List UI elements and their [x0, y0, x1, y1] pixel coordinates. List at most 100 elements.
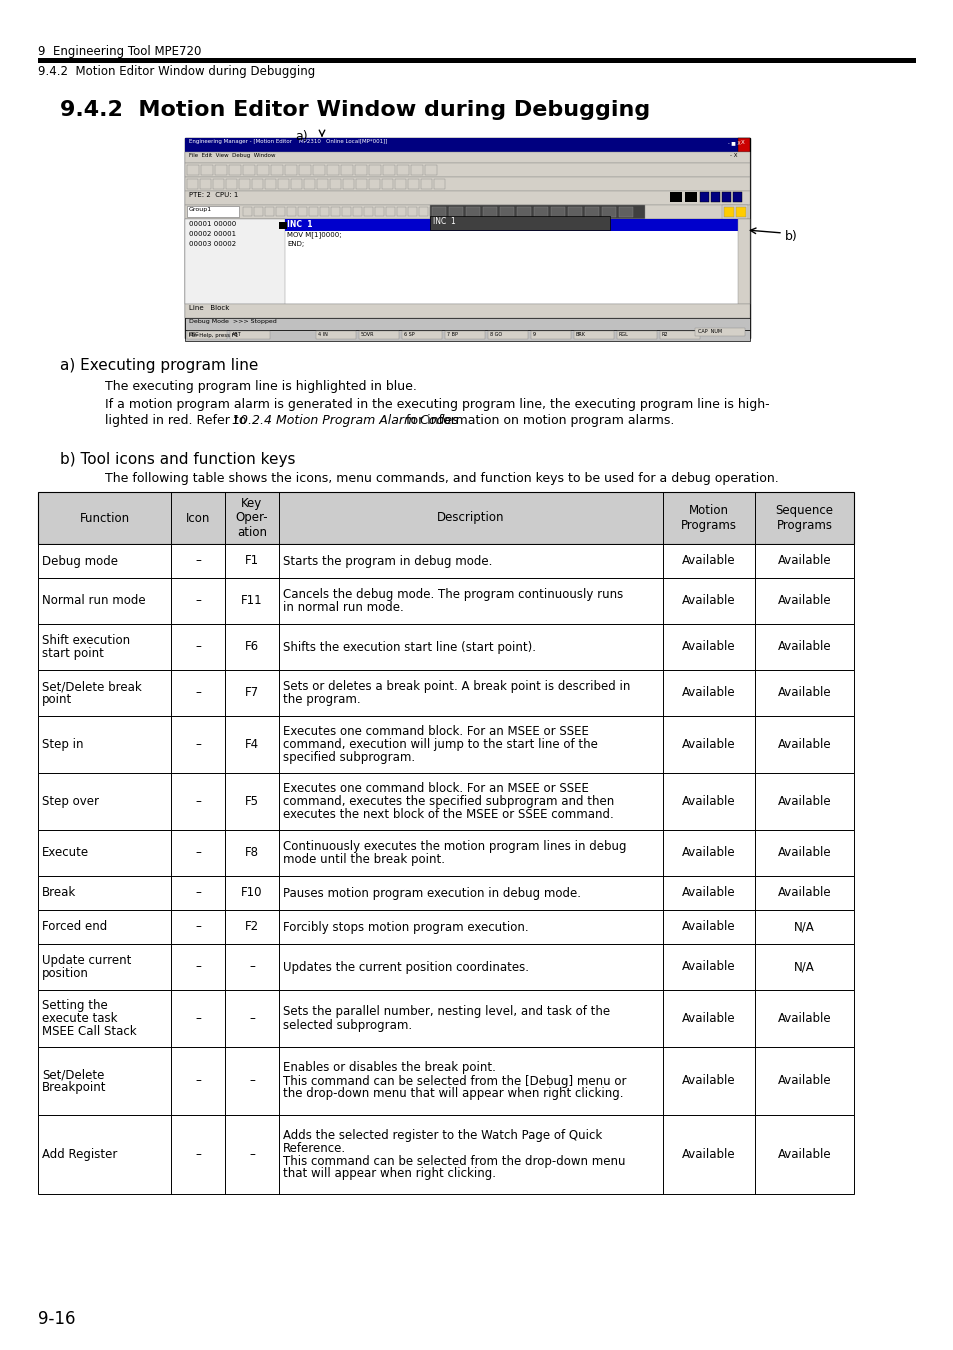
Bar [185, 219, 285, 304]
Bar [265, 180, 275, 189]
Bar [316, 180, 328, 189]
Text: Available: Available [681, 738, 735, 751]
Text: Shifts the execution start line (start point).: Shifts the execution start line (start p… [283, 640, 536, 653]
Bar [617, 331, 657, 339]
Bar [375, 207, 384, 216]
Text: PTE: 2  CPU: 1: PTE: 2 CPU: 1 [189, 192, 238, 198]
Text: Line   Block: Line Block [189, 305, 229, 310]
Text: Available: Available [777, 1075, 830, 1088]
Text: Cancels the debug mode. The program continuously runs: Cancels the debug mode. The program cont… [283, 589, 622, 601]
Bar [331, 207, 339, 216]
Bar [315, 331, 355, 339]
Bar [38, 1115, 853, 1193]
Bar [38, 944, 853, 990]
Text: Shift execution: Shift execution [42, 634, 130, 647]
Text: executes the next block of the MSEE or SSEE command.: executes the next block of the MSEE or S… [283, 809, 613, 821]
Bar [185, 304, 749, 319]
Text: F10: F10 [241, 887, 262, 899]
Text: 9.4.2  Motion Editor Window during Debugging: 9.4.2 Motion Editor Window during Debugg… [60, 100, 650, 120]
Text: b): b) [784, 230, 797, 243]
Bar [213, 180, 224, 189]
Text: Step over: Step over [42, 795, 99, 809]
Text: –: – [194, 1075, 201, 1088]
Text: 7 BP: 7 BP [447, 332, 457, 338]
Text: Reference.: Reference. [283, 1142, 346, 1154]
Bar [187, 180, 198, 189]
Text: –: – [249, 1012, 254, 1025]
Bar [343, 180, 354, 189]
Bar [355, 165, 367, 176]
Text: Add Register: Add Register [42, 1148, 117, 1161]
Text: F1: F1 [245, 555, 259, 567]
Bar [229, 165, 241, 176]
Bar [381, 180, 393, 189]
Bar [364, 207, 373, 216]
Text: –: – [194, 795, 201, 809]
Bar [330, 180, 340, 189]
Bar [659, 331, 700, 339]
Text: –: – [194, 1148, 201, 1161]
Bar [408, 180, 418, 189]
Text: Debug Mode  >>> Stopped: Debug Mode >>> Stopped [189, 319, 276, 324]
Text: Setting the: Setting the [42, 999, 108, 1012]
Text: command, execution will jump to the start line of the: command, execution will jump to the star… [283, 738, 598, 751]
Bar [395, 180, 406, 189]
Text: –: – [194, 1012, 201, 1025]
Text: –: – [194, 887, 201, 899]
Text: The executing program line is highlighted in blue.: The executing program line is highlighte… [105, 379, 416, 393]
Text: Available: Available [681, 1148, 735, 1161]
Text: F8: F8 [245, 846, 258, 860]
Text: Available: Available [681, 1075, 735, 1088]
Text: INC  1: INC 1 [433, 217, 456, 225]
Bar [278, 221, 287, 230]
Text: Available: Available [777, 687, 830, 699]
Bar [319, 207, 329, 216]
Bar [38, 578, 853, 624]
Text: Sets the parallel number, nesting level, and task of the: Sets the parallel number, nesting level,… [283, 1006, 610, 1018]
Bar [369, 165, 380, 176]
Bar [271, 165, 283, 176]
Bar [340, 165, 353, 176]
Bar [574, 331, 614, 339]
Bar [38, 670, 853, 716]
Text: –: – [194, 960, 201, 973]
Bar [297, 207, 307, 216]
Text: –: – [194, 921, 201, 933]
Text: –: – [249, 960, 254, 973]
Bar [185, 219, 749, 304]
Text: in normal run mode.: in normal run mode. [283, 601, 403, 614]
Text: Available: Available [777, 846, 830, 860]
Text: ABT: ABT [232, 332, 241, 338]
Text: This command can be selected from the drop-down menu: This command can be selected from the dr… [283, 1154, 625, 1168]
Bar [432, 207, 446, 217]
Bar [38, 58, 915, 63]
Text: F2: F2 [245, 921, 259, 933]
Bar [732, 192, 741, 202]
Text: Starts the program in debug mode.: Starts the program in debug mode. [283, 555, 492, 567]
Bar [411, 165, 422, 176]
Bar [430, 207, 438, 216]
Bar [700, 192, 708, 202]
Text: RGL: RGL [618, 332, 628, 338]
Bar [187, 165, 199, 176]
Text: Execute: Execute [42, 846, 89, 860]
Text: Available: Available [681, 555, 735, 567]
Bar [291, 180, 302, 189]
Bar [721, 192, 730, 202]
Bar [185, 153, 749, 163]
Bar [488, 331, 527, 339]
Text: Break: Break [42, 887, 76, 899]
Bar [440, 207, 450, 216]
Bar [256, 165, 269, 176]
Text: Updates the current position coordinates.: Updates the current position coordinates… [283, 960, 529, 973]
Text: Executes one command block. For an MSEE or SSEE: Executes one command block. For an MSEE … [283, 725, 588, 738]
Text: Icon: Icon [186, 512, 210, 525]
Text: Motion
Programs: Motion Programs [680, 504, 737, 532]
Text: Available: Available [681, 594, 735, 608]
Text: MOV M[1]0000;: MOV M[1]0000; [287, 231, 341, 238]
Text: Available: Available [777, 1012, 830, 1025]
Bar [185, 138, 749, 153]
Text: 10.2.4 Motion Program Alarm Codes: 10.2.4 Motion Program Alarm Codes [232, 414, 458, 427]
Text: 4 IN: 4 IN [317, 332, 328, 338]
Text: Forced end: Forced end [42, 921, 107, 933]
